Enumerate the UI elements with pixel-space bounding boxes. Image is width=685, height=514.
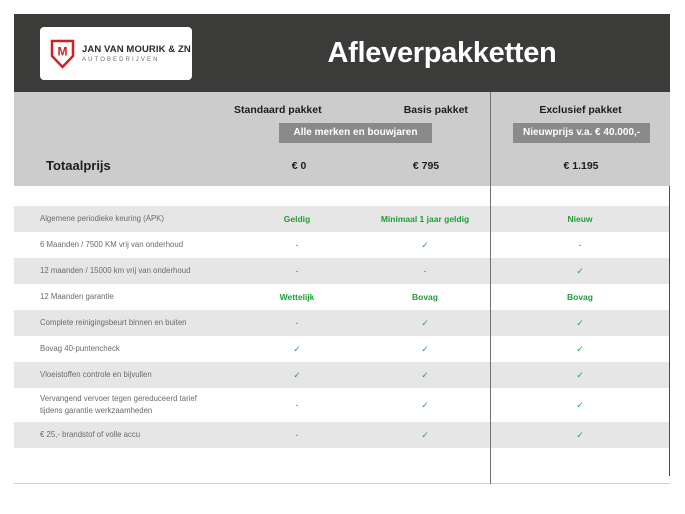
package-titles-right: Exclusief pakket [491,104,670,116]
table-row: 12 Maanden garantie Wettelijk Bovag Bovag [14,284,670,310]
badge-nieuwprijs: Nieuwprijs v.a. € 40.000,- [513,123,650,143]
cell-exclusief: Bovag [567,292,593,302]
package-titles-left: Standaard pakket Basis pakket [14,104,490,116]
cell-exclusief: ✓ [576,399,584,410]
svg-text:M: M [58,44,68,58]
row-label-line1: Algemene periodieke keuring (APK) [40,214,164,224]
package-title-standaard: Standaard pakket [234,104,322,116]
cell-exclusief: ✓ [576,369,584,380]
price-exclusief: € 1.195 [563,160,599,172]
row-label-line1: Complete reinigingsbeurt binnen en buite… [40,318,187,328]
row-label-line1: € 25,- brandstof of volle accu [40,430,141,440]
row-label-line2: tijdens garantie werkzaamheden [40,406,153,415]
row-label: Bovag 40-puntencheck [14,343,234,355]
cell-basis: ✓ [421,343,429,354]
company-logo: M JAN VAN MOURIK & ZN AUTOBEDRIJVEN [40,27,192,80]
row-label: 12 Maanden garantie [14,291,234,303]
table-rows-container: Algemene periodieke keuring (APK) Geldig M… [14,206,670,448]
cell-exclusief: ✓ [576,429,584,440]
table-bottom-strip [14,454,670,484]
cell-standaard: Wettelijk [279,292,315,302]
header-bar: M JAN VAN MOURIK & ZN AUTOBEDRIJVEN Afle… [14,14,670,92]
cell-basis: - [423,266,427,276]
row-label: 12 maanden / 15000 km vrij van onderhoud [14,265,234,277]
shield-logo-icon: M [50,39,75,69]
row-label: Vervangend vervoer tegen gereduceerd tar… [14,393,234,416]
column-divider [490,186,491,484]
row-label-line1: 12 maanden / 15000 km vrij van onderhoud [40,266,191,276]
price-basis: € 795 [412,160,440,172]
cell-standaard: - [295,318,299,328]
cell-basis: Minimaal 1 jaar geldig [380,214,470,224]
logo-company-name: JAN VAN MOURIK & ZN [82,43,191,55]
table-top-spacer [14,186,670,206]
cell-basis: ✓ [421,239,429,250]
cell-standaard: - [295,240,299,250]
cell-basis: ✓ [421,317,429,328]
cell-standaard: ✓ [293,369,301,380]
package-title-basis: Basis pakket [403,104,468,116]
row-label-line1: Vervangend vervoer tegen gereduceerd tar… [40,394,197,404]
row-label: Complete reinigingsbeurt binnen en buite… [14,317,234,329]
comparison-table: Algemene periodieke keuring (APK) Geldig M… [14,186,670,484]
cell-standaard: - [295,266,299,276]
price-standaard: € 0 [291,160,307,172]
row-label: Vloeistoffen controle en bijvullen [14,369,234,381]
package-title-exclusief: Exclusief pakket [539,104,622,116]
table-row: € 25,- brandstof of volle accu - ✓ ✓ [14,422,670,448]
package-prices-right: € 1.195 [491,160,670,186]
total-price-label: Totaalprijs [46,158,111,173]
package-columns-left: Standaard pakket Basis pakket Alle merke… [14,92,490,186]
row-label-line1: Bovag 40-puntencheck [40,344,120,354]
row-label: Algemene periodieke keuring (APK) [14,213,234,225]
table-row: Vloeistoffen controle en bijvullen ✓ ✓ ✓ [14,362,670,388]
table-right-edge [669,186,670,476]
cell-standaard: Geldig [283,214,311,224]
cell-basis: ✓ [421,429,429,440]
cell-basis: Bovag [412,292,438,302]
row-label: 6 Maanden / 7500 KM vrij van onderhoud [14,239,234,251]
table-row: 12 maanden / 15000 km vrij van onderhoud… [14,258,670,284]
cell-exclusief: - [578,240,582,250]
page-title: Afleverpakketten [327,36,557,69]
row-label-line1: 12 Maanden garantie [40,292,114,302]
logo-company-subtitle: AUTOBEDRIJVEN [82,56,160,63]
cell-standaard: - [295,430,299,440]
row-label: € 25,- brandstof of volle accu [14,429,234,441]
cell-exclusief: ✓ [576,317,584,328]
cell-exclusief: ✓ [576,265,584,276]
badge-alle-merken: Alle merken en bouwjaren [279,123,432,143]
cell-standaard: - [295,400,299,410]
cell-exclusief: Nieuw [567,214,593,224]
cell-basis: ✓ [421,369,429,380]
table-row: Complete reinigingsbeurt binnen en buite… [14,310,670,336]
row-label-line1: Vloeistoffen controle en bijvullen [40,370,152,380]
table-row: 6 Maanden / 7500 KM vrij van onderhoud - ✓… [14,232,670,258]
package-header-band: Standaard pakket Basis pakket Alle merke… [14,92,670,186]
logo-wordmark: JAN VAN MOURIK & ZN AUTOBEDRIJVEN [82,43,191,63]
package-column-right: Exclusief pakket Nieuwprijs v.a. € 40.00… [490,92,670,186]
table-row: Vervangend vervoer tegen gereduceerd tar… [14,388,670,422]
table-row: Algemene periodieke keuring (APK) Geldig M… [14,206,670,232]
row-label-line1: 6 Maanden / 7500 KM vrij van onderhoud [40,240,184,250]
cell-exclusief: ✓ [576,343,584,354]
package-prices-left: € 0 € 795 [14,160,490,186]
table-row: Bovag 40-puntencheck ✓ ✓ ✓ [14,336,670,362]
cell-standaard: ✓ [293,343,301,354]
cell-basis: ✓ [421,399,429,410]
